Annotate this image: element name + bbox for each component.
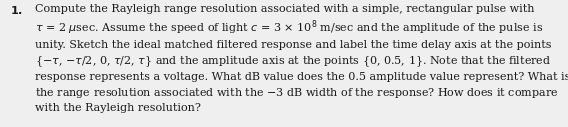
Text: Compute the Rayleigh range resolution associated with a simple, rectangular puls: Compute the Rayleigh range resolution as… bbox=[35, 4, 568, 113]
Text: $\mathbf{1.}$: $\mathbf{1.}$ bbox=[10, 4, 23, 16]
